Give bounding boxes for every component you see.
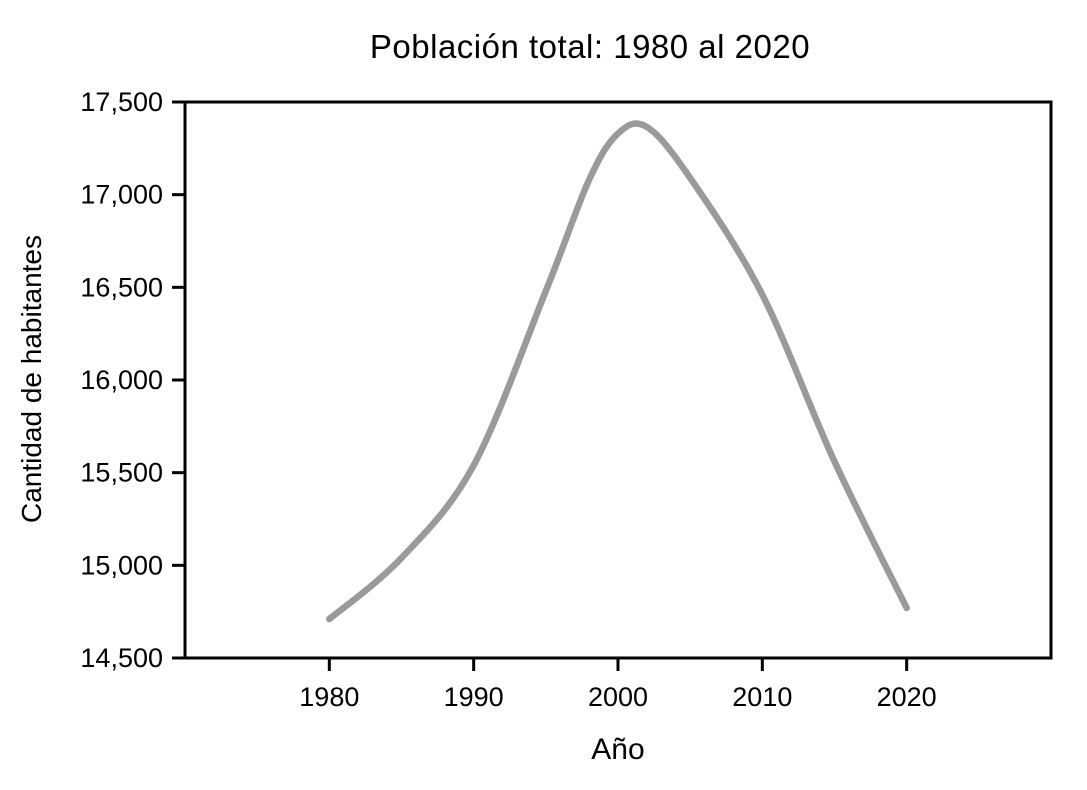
- y-tick-label: 15,500: [80, 458, 163, 488]
- plot-frame: [183, 100, 1053, 660]
- y-tick-label: 17,000: [80, 180, 163, 210]
- y-axis-ticks: 14,500 15,000 15,500 16,000 16,500 17,000 17,5…: [80, 87, 185, 673]
- y-tick-label: 15,000: [80, 550, 163, 580]
- x-tick-label: 2000: [588, 682, 648, 712]
- x-tick-label: 1980: [299, 682, 359, 712]
- chart-title: Población total: 1980 al 2020: [369, 28, 811, 65]
- x-tick-label: 1990: [444, 682, 504, 712]
- y-tick-label: 16,000: [80, 365, 163, 395]
- x-tick-label: 2010: [732, 682, 792, 712]
- x-axis-label: Año: [591, 733, 645, 766]
- x-axis-ticks: 1980 1990 2000 2010 2020: [299, 658, 937, 712]
- x-tick-label: 2020: [877, 682, 937, 712]
- y-tick-label: 17,500: [80, 87, 163, 117]
- y-tick-label: 16,500: [80, 272, 163, 302]
- y-tick-label: 14,500: [80, 643, 163, 673]
- line-series: [326, 120, 910, 623]
